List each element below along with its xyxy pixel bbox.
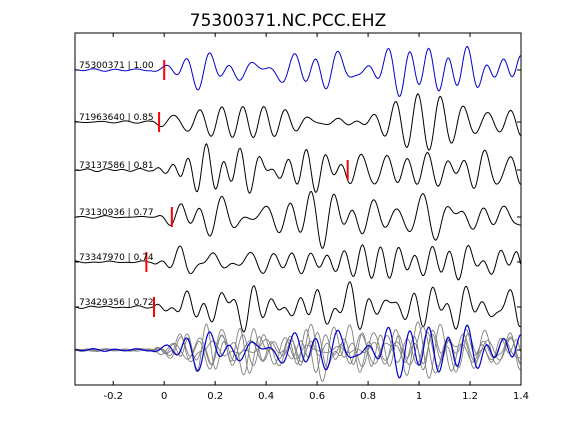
x-tick-label-2: 0 xyxy=(161,391,167,402)
trace-label-2: 71963640 | 0.85 xyxy=(79,113,154,123)
x-tick-label-5: 0.6 xyxy=(309,391,325,402)
picks-layer xyxy=(145,60,349,317)
stack-trace-2 xyxy=(74,321,521,379)
chart-title: 75300371.NC.PCC.EHZ xyxy=(190,11,387,31)
x-tick-label-3: 0.2 xyxy=(207,391,223,402)
trace-line-3 xyxy=(74,143,521,194)
trace-line-1 xyxy=(74,45,521,98)
traces-layer xyxy=(74,45,521,333)
trace-label-4: 73130936 | 0.77 xyxy=(79,208,154,218)
trace-label-6: 73429356 | 0.72 xyxy=(79,298,154,308)
x-axis: -0.2 0 0.2 0.4 0.6 0.8 1 1.2 1.4 xyxy=(75,33,529,402)
x-tick-label-6: 0.8 xyxy=(360,391,376,402)
trace-label-1: 75300371 | 1.00 xyxy=(79,61,154,71)
x-tick-label-4: 0.4 xyxy=(258,391,274,402)
x-tick-label-1: -0.2 xyxy=(103,391,123,402)
trace-line-5 xyxy=(74,244,521,281)
x-tick-label-9: 1.4 xyxy=(513,391,529,402)
trace-line-2 xyxy=(74,93,521,151)
trace-line-6 xyxy=(74,281,521,333)
plot-area-frame xyxy=(74,32,522,386)
stack-layer xyxy=(74,321,521,382)
trace-labels-layer: 75300371 | 1.00 71963640 | 0.85 73137586 |… xyxy=(79,61,154,308)
x-tick-label-8: 1.2 xyxy=(462,391,478,402)
stack-trace-5 xyxy=(74,332,521,369)
x-tick-label-7: 1 xyxy=(416,391,422,402)
trace-line-4 xyxy=(74,191,521,250)
trace-label-5: 73347970 | 0.74 xyxy=(79,253,154,263)
stack-trace-1 xyxy=(74,324,521,379)
trace-label-3: 73137586 | 0.81 xyxy=(79,161,154,171)
